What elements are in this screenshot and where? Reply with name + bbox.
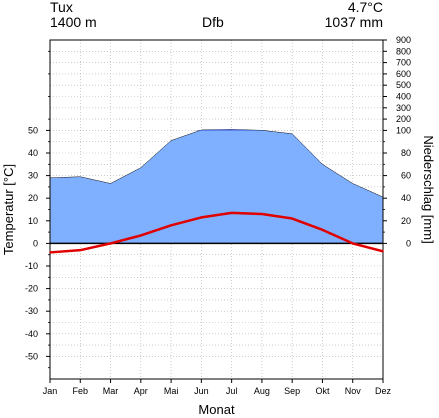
station-name: Tux (50, 0, 73, 15)
station-elevation: 1400 m (50, 14, 97, 30)
temperature-point (321, 229, 324, 231)
precipitation-tick-label: 300 (396, 103, 411, 113)
month-tick-label: Jan (43, 386, 58, 396)
precipitation-tick-label: 200 (396, 114, 411, 124)
month-tick-label: Nov (345, 386, 362, 396)
annual-precipitation: 1037 mm (324, 14, 383, 30)
precipitation-tick-label: 20 (401, 216, 411, 226)
month-tick-label: Mai (164, 386, 179, 396)
month-tick-label: Aug (254, 386, 270, 396)
y-axis-label-precipitation: Niederschlag [mm] (421, 135, 436, 243)
temperature-point (200, 216, 203, 219)
precipitation-tick-label: 40 (401, 193, 411, 203)
temperature-curve (49, 211, 384, 254)
month-tick-label: Apr (134, 386, 148, 396)
temperature-tick-label: -20 (25, 284, 38, 294)
temperature-point (79, 249, 82, 251)
temperature-tick-label: 50 (28, 125, 38, 135)
temperature-tick-label: 30 (28, 171, 38, 181)
temperature-tick-label: 0 (33, 238, 38, 248)
temperature-point (382, 250, 384, 253)
precipitation-tick-label: 500 (396, 80, 411, 90)
month-tick-label: Mar (103, 386, 119, 396)
temperature-point (109, 242, 112, 245)
month-tick-label: Dez (375, 386, 392, 396)
y-axis-label-temperature: Temperatur [°C] (1, 164, 16, 255)
temperature-tick-label: -50 (25, 351, 38, 361)
precipitation-tick-label: 0 (406, 238, 411, 248)
precipitation-hatching (49, 130, 384, 244)
temperature-point (351, 242, 354, 245)
grid (50, 40, 383, 379)
temperature-point (261, 213, 263, 215)
precipitation-tick-label: 60 (401, 171, 411, 181)
month-axis: Jan Feb Mar Apr Mai Jun Jul Aug Sep Okt Nov Dez (43, 379, 392, 396)
precipitation-tick-label: 700 (396, 58, 411, 68)
x-axis-label: Monat (198, 402, 235, 417)
month-tick-label: Sep (284, 386, 300, 396)
precipitation-tick-label: 400 (396, 92, 411, 102)
temperature-tick-label: -30 (25, 306, 38, 316)
temperature-point (291, 217, 293, 220)
month-tick-label: Okt (315, 386, 330, 396)
precipitation-tick-label: 80 (401, 148, 411, 158)
temperature-tick-label: -40 (25, 329, 38, 339)
temperature-point (230, 212, 233, 214)
temperature-point (170, 224, 172, 227)
temperature-tick-label: -10 (25, 261, 38, 271)
temperature-tick-label: 10 (28, 216, 38, 226)
temperature-point (140, 234, 142, 237)
month-tick-label: Jul (226, 386, 238, 396)
temperature-axis: -50 -40 -30 -20 -10 0 10 20 30 40 50 (25, 50, 50, 369)
temperature-line (49, 211, 384, 254)
temperature-tick-label: 20 (28, 193, 38, 203)
precipitation-tick-label: 800 (396, 46, 411, 56)
month-tick-label: Feb (73, 386, 89, 396)
mean-annual-temperature: 4.7°C (347, 0, 383, 15)
temperature-tick-label: 40 (28, 148, 38, 158)
precipitation-excess-fill (192, 129, 270, 131)
precipitation-tick-label: 100 (396, 125, 411, 135)
temperature-point (49, 251, 51, 254)
month-tick-label: Jun (194, 386, 209, 396)
climate-classification: Dfb (202, 14, 224, 30)
precipitation-tick-label: 900 (396, 35, 411, 45)
precipitation-tick-label: 600 (396, 69, 411, 79)
